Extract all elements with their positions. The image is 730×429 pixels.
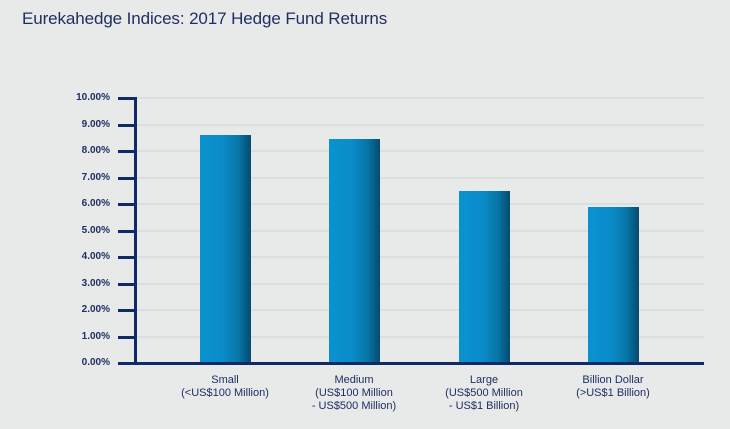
bar-4 (587, 206, 639, 363)
y-tick (118, 309, 135, 312)
y-tick (118, 176, 135, 180)
bar-2 (328, 139, 380, 363)
x-category-label: Large (US$500 Million - US$1 Billion) (404, 374, 564, 413)
y-tick-label: 2.00% (81, 304, 110, 315)
x-category-label: Billion Dollar (>US$1 Billion) (533, 374, 693, 400)
gridline (137, 229, 704, 232)
y-tick-label: 4.00% (81, 251, 110, 262)
x-label-line: Small (211, 374, 239, 386)
x-label-line: (US$500 Million (445, 387, 523, 399)
chart-title: Eurekahedge Indices: 2017 Hedge Fund Ret… (22, 9, 388, 28)
y-tick (118, 150, 135, 153)
y-tick-label: 3.00% (81, 277, 110, 289)
x-category-label: Medium (US$100 Million - US$500 Million) (274, 374, 434, 413)
x-label-line: (<US$100 Million) (181, 387, 269, 399)
y-tick (118, 97, 135, 100)
y-tick-label: 1.00% (81, 330, 110, 342)
x-label-line: Large (469, 374, 499, 386)
x-category-label: Small (<US$100 Million) (145, 374, 305, 400)
y-tick-label: 10.00% (76, 92, 110, 103)
x-label-line: - US$500 Million) (311, 400, 397, 412)
y-axis (134, 97, 137, 365)
y-tick-label: 9.00% (81, 118, 110, 130)
y-tick-label: 5.00% (81, 224, 110, 236)
gridline (137, 282, 704, 285)
y-tick (118, 362, 135, 365)
y-tick (118, 282, 135, 286)
bar-1 (199, 135, 251, 363)
x-label-line: - US$1 Billion) (448, 400, 520, 412)
y-tick (118, 256, 135, 259)
gridline (137, 150, 704, 152)
bar-3 (458, 190, 510, 363)
y-tick (118, 335, 135, 339)
gridline (137, 97, 704, 99)
gridline (137, 309, 704, 311)
x-label-line: Medium (334, 374, 374, 386)
y-tick (118, 203, 135, 206)
y-tick (118, 229, 135, 233)
y-tick-label: 7.00% (81, 171, 110, 183)
gridline (137, 176, 704, 179)
y-tick-label: 0.00% (81, 357, 110, 368)
gridline (137, 335, 704, 338)
y-tick (118, 123, 135, 127)
gridline (137, 123, 704, 126)
x-axis (134, 362, 704, 365)
gridline (137, 256, 704, 258)
y-tick-label: 8.00% (81, 145, 110, 156)
x-label-line: (>US$1 Billion) (576, 387, 650, 399)
x-label-line: Billion Dollar (582, 374, 644, 386)
y-tick-label: 6.00% (81, 198, 110, 209)
x-label-line: (US$100 Million (315, 387, 393, 399)
gridline (137, 203, 704, 205)
